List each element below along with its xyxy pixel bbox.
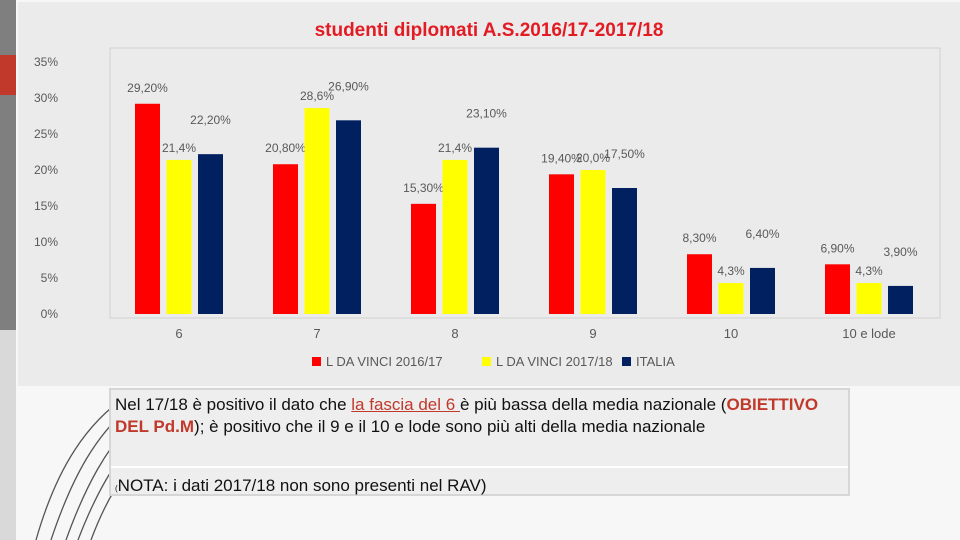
bar — [474, 147, 499, 314]
note-box: Nel 17/18 è positivo il dato che la fasc… — [109, 388, 850, 496]
legend-swatch — [622, 357, 631, 366]
bar — [612, 188, 637, 314]
x-tick-label: 9 — [589, 326, 596, 341]
note-main: Nel 17/18 è positivo il dato che la fasc… — [111, 390, 848, 466]
bar — [580, 170, 606, 314]
y-tick-label: 25% — [34, 127, 58, 141]
x-tick-label: 6 — [175, 326, 182, 341]
chart-title: studenti diplomati A.S.2016/17-2017/18 — [315, 20, 664, 41]
bar — [273, 164, 298, 314]
data-label: 19,40% — [541, 151, 582, 165]
bar — [549, 174, 574, 314]
bar-chart: studenti diplomati A.S.2016/17-2017/18 0%… — [34, 20, 941, 369]
data-label: 3,90% — [883, 245, 917, 259]
note-text-a: Nel 17/18 è positivo il dato che — [115, 395, 352, 414]
data-label: 21,4% — [162, 141, 196, 155]
data-label: 6,40% — [745, 227, 779, 241]
data-label: 21,4% — [438, 141, 472, 155]
legend-label: L DA VINCI 2017/18 — [496, 354, 613, 369]
legend-label: ITALIA — [636, 354, 675, 369]
bar — [750, 267, 775, 314]
x-tick-label: 7 — [313, 326, 320, 341]
data-label: 22,20% — [190, 113, 231, 127]
data-label: 4,3% — [717, 264, 745, 278]
data-label: 26,90% — [328, 79, 369, 93]
bar — [856, 283, 882, 314]
note-footnote-prefix: ( — [115, 484, 118, 493]
plot-area-border — [109, 47, 941, 319]
y-tick-label: 30% — [34, 91, 58, 105]
data-label: 17,50% — [604, 147, 645, 161]
left-decoration-accent — [0, 55, 16, 95]
data-label: 6,90% — [820, 241, 854, 255]
bar — [198, 154, 223, 314]
bar — [304, 108, 330, 314]
bar — [718, 283, 744, 314]
x-tick-label: 10 — [724, 326, 738, 341]
bar — [442, 159, 468, 314]
bar — [825, 264, 850, 314]
data-label: 29,20% — [127, 81, 168, 95]
legend-swatch — [482, 357, 491, 366]
data-label: 28,6% — [300, 89, 334, 103]
y-tick-label: 10% — [34, 235, 58, 249]
note-footnote-text: NOTA: i dati 2017/18 non sono presenti n… — [117, 476, 487, 495]
y-tick-label: 5% — [41, 271, 59, 285]
legend-swatch — [312, 357, 321, 366]
note-objective: OBIETTIVO DEL Pd.M — [115, 395, 819, 436]
note-text-c: ); è positivo che il 9 e il 10 e lode so… — [194, 417, 706, 436]
data-label: 23,10% — [466, 107, 507, 121]
y-tick-label: 35% — [34, 55, 58, 69]
x-tick-label: 8 — [451, 326, 458, 341]
bar — [687, 254, 712, 314]
bar — [135, 103, 160, 314]
y-tick-label: 20% — [34, 163, 58, 177]
x-tick-label: 10 e lode — [842, 326, 896, 341]
data-label: 4,3% — [855, 264, 883, 278]
data-label: 8,30% — [682, 231, 716, 245]
bar — [166, 159, 192, 314]
note-footnote: (NOTA: i dati 2017/18 non sono presenti … — [111, 466, 848, 495]
left-decoration-strip — [0, 0, 16, 540]
bar — [336, 120, 361, 314]
bar — [888, 285, 913, 314]
legend-label: L DA VINCI 2016/17 — [326, 354, 443, 369]
chart-container: studenti diplomati A.S.2016/17-2017/18 0%… — [18, 2, 960, 386]
note-highlight-6: la fascia del 6 — [351, 395, 460, 414]
bar — [411, 203, 436, 314]
data-label: 20,0% — [576, 151, 610, 165]
y-tick-label: 15% — [34, 199, 58, 213]
note-text-b: è più bassa della media nazionale ( — [459, 395, 727, 414]
data-label: 15,30% — [403, 181, 444, 195]
data-label: 20,80% — [265, 141, 306, 155]
left-decoration-band — [0, 0, 16, 330]
y-tick-label: 0% — [41, 307, 59, 321]
